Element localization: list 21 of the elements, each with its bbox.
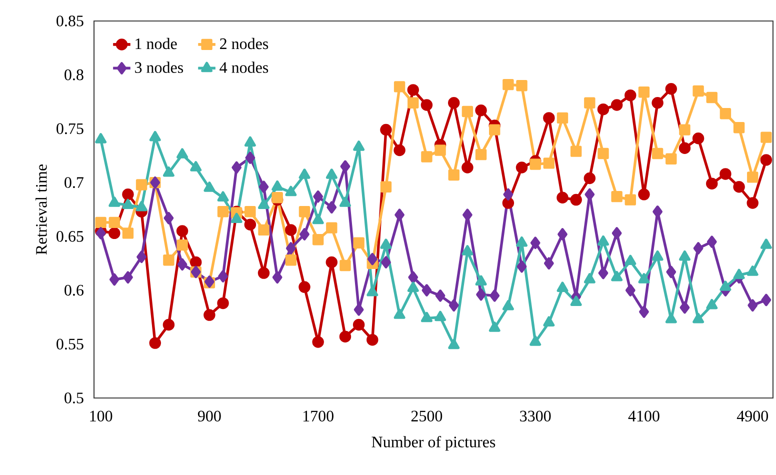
y-tick-label: 0.8 [64,69,84,80]
x-axis-title: Number of pictures [372,436,496,451]
x-tick-label: 1700 [303,410,334,422]
legend-label: 2 nodes [220,38,268,50]
legend-label: 4 nodes [220,62,268,73]
y-tick-label: 0.5 [64,392,84,404]
y-tick-label: 0.65 [56,230,84,242]
x-tick-label: 100 [90,410,112,422]
y-tick-label: 0.7 [64,177,84,188]
legend-label: 1 node [136,38,177,50]
y-tick-label: 0.6 [64,284,84,296]
x-tick-label: 3300 [520,410,551,422]
x-tick-label: 4900 [736,410,768,422]
y-tick-label: 0.75 [56,123,84,134]
x-tick-label: 4100 [628,410,660,422]
y-tick-label: 0.55 [56,338,84,350]
x-tick-label: 900 [198,410,221,422]
x-tick-label: 2500 [411,410,442,422]
legend-label: 3 nodes [135,62,184,73]
y-tick-label: 0.85 [56,16,84,26]
y-axis-title: Retrieval time [36,164,47,255]
